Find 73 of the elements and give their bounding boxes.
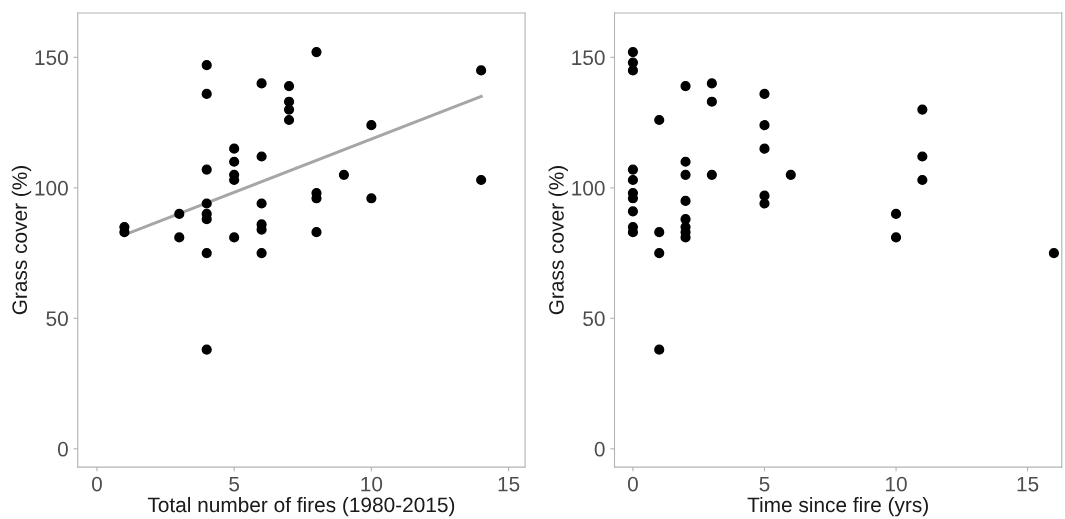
point xyxy=(283,80,295,92)
point xyxy=(256,78,267,89)
point xyxy=(627,164,639,175)
point xyxy=(785,169,796,180)
point xyxy=(201,164,212,175)
point xyxy=(627,206,639,217)
point xyxy=(201,60,212,71)
point xyxy=(476,174,487,186)
y-tick-label: 150 xyxy=(35,50,68,66)
point xyxy=(338,169,350,180)
point xyxy=(627,65,639,76)
x-tick-label: 15 xyxy=(498,476,520,492)
y-axis-title: Grass cover (%) xyxy=(11,166,32,315)
point xyxy=(201,198,212,209)
point xyxy=(174,208,185,220)
x-tick-label: 5 xyxy=(759,476,770,492)
point xyxy=(229,156,240,167)
y-tick-label: 0 xyxy=(594,441,605,457)
x-axis-title: Total number of fires (1980-2015) xyxy=(147,496,455,517)
point xyxy=(654,114,665,126)
point xyxy=(759,198,770,209)
point xyxy=(311,47,322,58)
point xyxy=(201,344,212,355)
point xyxy=(476,65,487,76)
y-tick-label: 0 xyxy=(57,441,68,457)
point xyxy=(311,227,322,238)
x-tick-label: 5 xyxy=(229,476,240,492)
x-axis-title: Time since fire (yrs) xyxy=(747,496,928,517)
y-tick-label: 100 xyxy=(35,180,68,196)
point xyxy=(654,344,665,355)
point xyxy=(680,156,691,167)
point xyxy=(366,120,377,131)
point xyxy=(917,104,928,115)
y-tick-label: 100 xyxy=(572,180,605,196)
point xyxy=(229,232,240,243)
x-tick-label: 0 xyxy=(91,476,102,492)
point xyxy=(759,120,770,131)
point xyxy=(201,88,212,99)
point xyxy=(256,248,267,259)
y-tick-label: 150 xyxy=(572,50,605,66)
point xyxy=(917,151,928,162)
point xyxy=(917,174,928,186)
x-tick-label: 15 xyxy=(1017,476,1039,492)
point xyxy=(654,248,665,259)
x-tick-label: 0 xyxy=(627,476,638,492)
point xyxy=(680,80,691,92)
point xyxy=(627,47,639,58)
y-tick-label: 50 xyxy=(583,311,605,327)
point xyxy=(890,232,902,243)
point xyxy=(759,143,770,154)
point xyxy=(706,96,717,107)
point xyxy=(283,96,295,107)
point xyxy=(201,248,212,259)
point xyxy=(283,104,295,115)
point xyxy=(256,151,267,162)
point xyxy=(890,208,902,220)
point xyxy=(759,88,770,99)
point xyxy=(706,169,717,180)
y-tick-label: 50 xyxy=(46,311,68,327)
point xyxy=(680,169,691,180)
x-tick-label: 10 xyxy=(886,476,907,492)
point xyxy=(283,114,295,126)
x-tick-label: 10 xyxy=(361,476,383,492)
point xyxy=(1048,248,1059,259)
point xyxy=(229,143,240,154)
point xyxy=(627,174,639,186)
point xyxy=(654,227,665,238)
point xyxy=(706,78,717,89)
point xyxy=(256,198,267,209)
point xyxy=(366,193,377,204)
y-axis-title: Grass cover (%) xyxy=(548,166,568,315)
point xyxy=(680,195,691,206)
point xyxy=(174,232,185,243)
